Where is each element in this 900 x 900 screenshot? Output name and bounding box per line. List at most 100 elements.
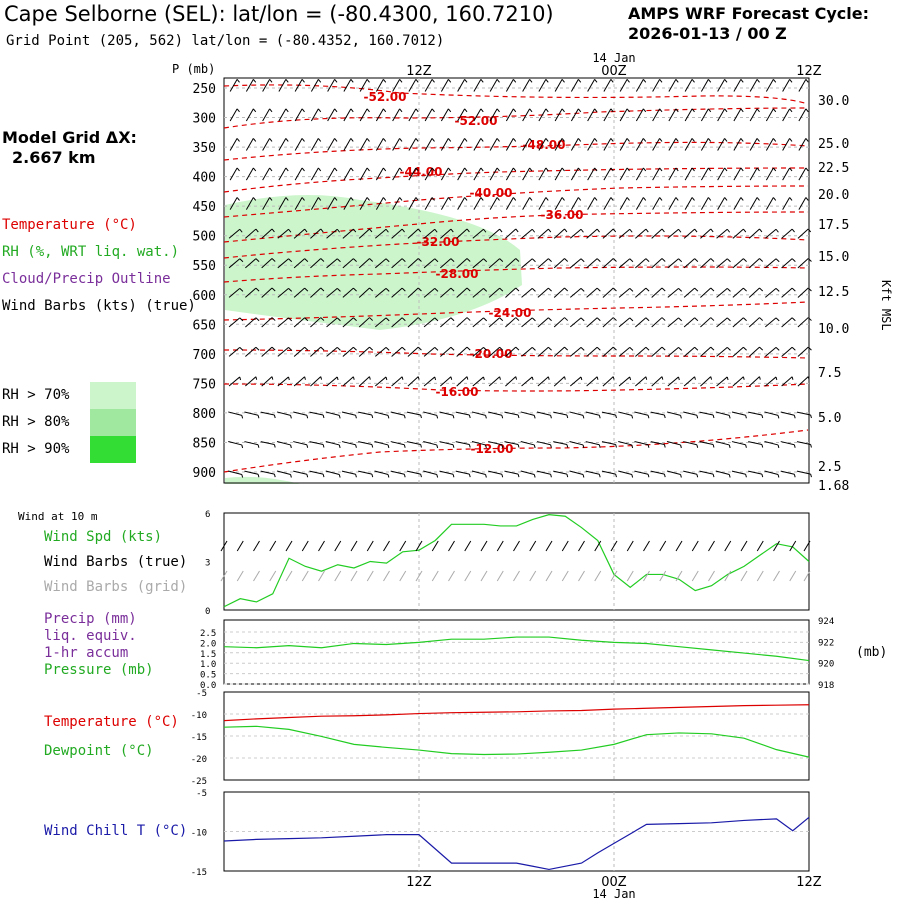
wind-barb-staff [262,79,271,92]
wind-barb-staff [358,376,370,387]
wind-barb [423,317,439,328]
wind-barb [262,197,273,210]
wind-barb-flag [743,317,747,322]
wind-barb-flag [772,138,777,142]
wind-barb [310,197,322,210]
wind-barb [780,470,796,478]
wind-barb-flag [371,414,374,419]
wind-barb-staff [374,287,387,298]
wind-barb [733,79,744,92]
wind-barb-staff [521,376,533,387]
wind-barb-staff [796,470,811,475]
wind-barb-staff [294,79,303,92]
wind-barb-staff [245,197,254,210]
wind-barb [619,108,630,122]
wind-barb-flag [415,197,419,201]
wind-barb [359,79,370,92]
wind-barb-flag [512,108,517,113]
wind-barb-staff [797,228,809,239]
wind-barb [392,197,403,210]
wind-barb-staff [407,287,419,298]
wind-barb-flag [515,346,520,351]
surface-wind-barb-grid [383,570,390,582]
wind-barb-staff [358,317,370,328]
wind-barb-staff [505,138,514,151]
wind-barb-flag [252,79,257,83]
wind-barb [423,411,439,419]
wind-barb [538,79,549,92]
pressure-tick-label-right: 920 [818,660,834,670]
wind-barb [619,197,630,210]
wind-barb-flag [626,197,630,201]
precip-label: Precip (mm) [44,611,137,627]
wind-barb [536,411,552,419]
surface-wind-barb [561,540,569,552]
wind-barb [521,287,536,298]
wind-barb [650,411,666,419]
wind-barb-flag [577,108,582,113]
wind-barb [569,347,585,357]
wind-barb-staff [423,411,437,416]
wind-barb-staff [731,470,746,475]
wind-barb-staff [293,411,307,416]
wind-barb-staff [392,138,401,151]
wind-barb [293,317,309,328]
surface-wind-barb [350,540,358,552]
wind-barb [748,258,764,269]
wind-barb [668,167,679,181]
wind-barb-flag [548,228,552,233]
surface-wind-barb [610,540,618,552]
pressure-tick-label: 500 [193,230,216,245]
wind-barb-staff [374,470,389,475]
wind-barb [327,108,338,122]
wind-barb [652,79,663,92]
wind-barb [276,470,292,478]
wind-barb-flag [317,197,322,201]
wind-barb-staff [472,376,484,387]
wind-barb [652,167,663,181]
wind-barb-staff [520,470,535,475]
wind-barb-flag [678,258,683,263]
wind-barb-staff [520,411,535,416]
wind-barb-flag [436,444,439,449]
temperature-contour [223,301,809,321]
wind-barb-staff [554,197,563,210]
wind-barb-staff [327,108,336,122]
wind-barb [683,317,699,328]
wind-barb [765,79,777,92]
wind-barb-flag [691,138,695,142]
wind-barb-flag [334,138,338,142]
wind-barb-staff [553,228,565,239]
wind-barb [570,79,582,92]
wind-barb-staff [668,167,677,181]
wind-barb-flag [631,415,634,419]
wind-barb-flag [399,108,403,113]
wind-barb-flag [269,197,273,201]
wind-barb-staff [374,228,387,239]
wind-barb-flag [417,317,422,321]
wind-barb-flag [775,317,780,322]
wind-barb [601,470,617,478]
wind10m-title: Wind at 10 m [18,510,98,523]
wind-barb-flag [645,258,650,263]
wind-barb-flag [596,317,601,322]
wind-barb-staff [358,258,370,269]
wind-barb-staff [537,228,549,239]
wind-barb [228,317,244,328]
temperature-contour [223,349,809,359]
surface-wind-barb [415,540,423,552]
wind-barb-staff [440,79,449,92]
wind-barb [781,228,795,239]
wind-barb-staff [553,376,565,387]
wind-barb-staff [733,108,742,122]
wind-barb-staff [277,376,289,387]
wind-barb [618,470,634,478]
wind-barb-flag [271,258,276,262]
wind-barb-flag [401,228,405,233]
wind-barb-staff [683,317,695,328]
wind-barb-flag [610,138,614,142]
surface-wind-barb [383,540,390,552]
temperature-contour [223,235,809,259]
wind-barb [245,376,258,387]
temperature-tick-label: -20 [191,755,207,765]
